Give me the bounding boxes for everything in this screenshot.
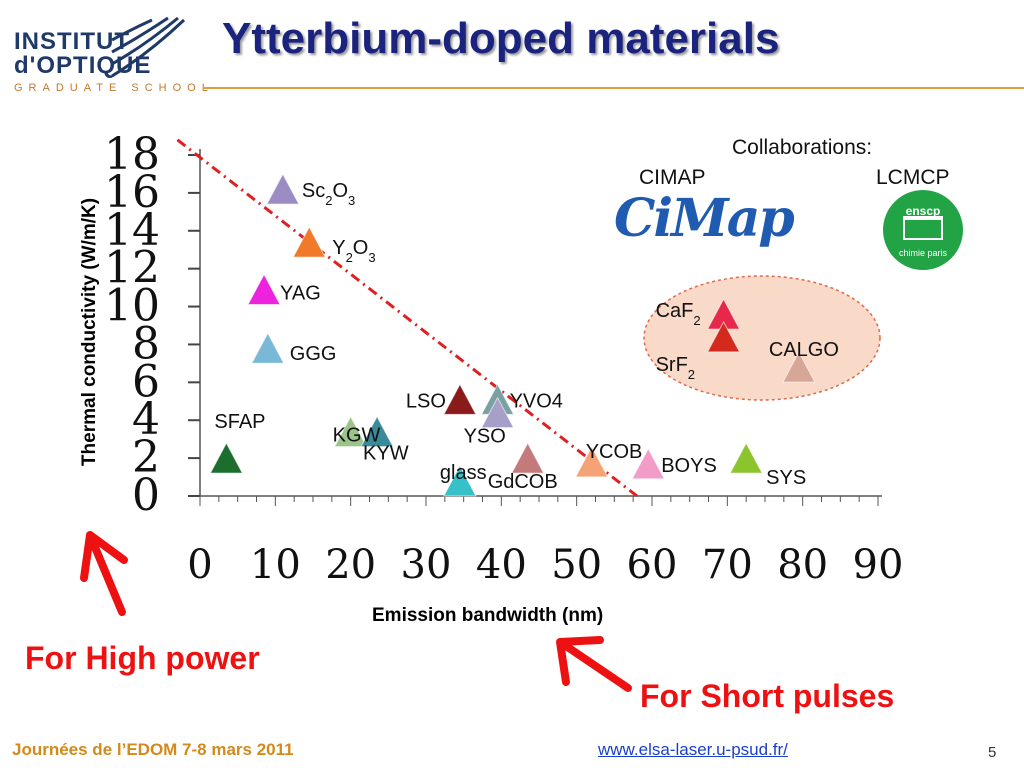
footer-event-prefix: Journées de bbox=[12, 740, 113, 759]
page-number: 5 bbox=[988, 744, 997, 761]
data-point-calgo bbox=[782, 351, 816, 383]
y-tick-label: 0 bbox=[132, 470, 160, 521]
x-tick-label: 40 bbox=[476, 542, 527, 588]
x-axis-label: Emission bandwidth (nm) bbox=[372, 605, 604, 626]
x-tick-label: 50 bbox=[551, 542, 602, 588]
logo-line-1: INSTITUT bbox=[14, 28, 130, 55]
data-label-yso: YSO bbox=[464, 426, 506, 448]
enscp-logo-bottom: chimie paris bbox=[898, 248, 947, 258]
header-divider bbox=[204, 87, 1024, 89]
collaborations-title: Collaborations: bbox=[732, 136, 873, 159]
y-tick-label: 4 bbox=[132, 394, 160, 445]
x-tick-label: 0 bbox=[187, 542, 212, 588]
x-tick-label: 80 bbox=[777, 542, 828, 588]
enscp-logo: enscp chimie paris bbox=[883, 190, 963, 270]
data-label-srf2: SrF2 bbox=[656, 354, 695, 382]
data-label-sys: SYS bbox=[766, 467, 806, 489]
page-title: Ytterbium-doped materials bbox=[222, 14, 780, 63]
data-label-lso: LSO bbox=[406, 390, 446, 412]
x-tick-label: 30 bbox=[401, 542, 452, 588]
data-point-kyw bbox=[360, 415, 394, 448]
y-tick-label: 14 bbox=[104, 205, 160, 256]
data-point-ggg bbox=[250, 332, 285, 364]
data-point-sfap bbox=[209, 442, 244, 474]
data-point-gdcob bbox=[510, 442, 545, 474]
footer-event-rest: l’EDOM 7-8 mars 2011 bbox=[112, 740, 294, 759]
data-point-sc2o3 bbox=[266, 173, 300, 205]
arrow-short-pulses-icon bbox=[556, 636, 632, 692]
data-label-yvo4: YVO4 bbox=[510, 390, 563, 412]
x-tick-label: 60 bbox=[627, 542, 678, 588]
arrow-high-power-icon bbox=[80, 531, 128, 616]
cimap-label: CIMAP bbox=[639, 166, 706, 189]
data-label-kgw: KGW bbox=[333, 425, 381, 447]
y-tick-label: 12 bbox=[104, 243, 160, 294]
y-tick-label: 6 bbox=[132, 356, 160, 407]
data-label-calgo: CALGO bbox=[769, 339, 839, 361]
data-point-srf2 bbox=[706, 320, 741, 353]
x-tick-label: 20 bbox=[325, 542, 376, 588]
data-label-ycob: YCOB bbox=[586, 441, 643, 463]
data-label-gdcob: GdCOB bbox=[488, 471, 558, 493]
y-tick-label: 8 bbox=[132, 318, 160, 369]
x-tick-label: 90 bbox=[853, 542, 904, 588]
data-label-yag: YAG bbox=[280, 283, 321, 305]
trend-line bbox=[176, 138, 638, 498]
data-point-ycob bbox=[574, 445, 609, 478]
footer-website-link[interactable]: www.elsa-laser.u-psud.fr/ bbox=[598, 740, 788, 759]
data-point-yag bbox=[247, 273, 281, 306]
data-label-sfap: SFAP bbox=[214, 411, 265, 433]
data-label-caf2: CaF2 bbox=[656, 300, 701, 328]
data-point-sys bbox=[729, 442, 764, 474]
enscp-building-icon bbox=[903, 216, 943, 240]
data-point-y2o3 bbox=[292, 226, 327, 258]
cimap-logo: CiMap bbox=[614, 188, 795, 249]
data-label-sc2o3: Sc2O3 bbox=[302, 180, 355, 208]
enscp-logo-top: enscp bbox=[905, 204, 941, 218]
data-point-lso bbox=[443, 383, 477, 415]
y-tick-label: 2 bbox=[132, 432, 160, 483]
footer-event: Journées de l’EDOM 7-8 mars 2011 bbox=[12, 740, 294, 760]
data-label-boys: BOYS bbox=[661, 455, 717, 477]
lcmcp-label: LCMCP bbox=[876, 166, 950, 189]
data-label-kyw: KYW bbox=[363, 443, 409, 465]
logo-subtitle: GRADUATE SCHOOL bbox=[14, 82, 214, 94]
data-point-glass bbox=[443, 464, 477, 497]
data-label-y2o3: Y2O3 bbox=[332, 237, 375, 265]
callout-short-pulses: For Short pulses bbox=[640, 678, 895, 714]
data-point-boys bbox=[631, 447, 666, 480]
y-tick-label: 10 bbox=[104, 281, 160, 332]
highlight-ellipse bbox=[643, 275, 881, 401]
logo-arc-icon bbox=[111, 16, 186, 78]
data-point-kgw bbox=[333, 415, 368, 448]
y-tick-label: 16 bbox=[104, 167, 160, 218]
y-tick-label: 18 bbox=[104, 129, 160, 180]
x-tick-label: 70 bbox=[702, 542, 753, 588]
data-label-glass: glass bbox=[440, 462, 487, 484]
data-point-yso bbox=[480, 396, 515, 429]
callout-high-power: For High power bbox=[25, 640, 260, 676]
data-label-ggg: GGG bbox=[290, 343, 337, 365]
x-tick-label: 10 bbox=[250, 542, 301, 588]
